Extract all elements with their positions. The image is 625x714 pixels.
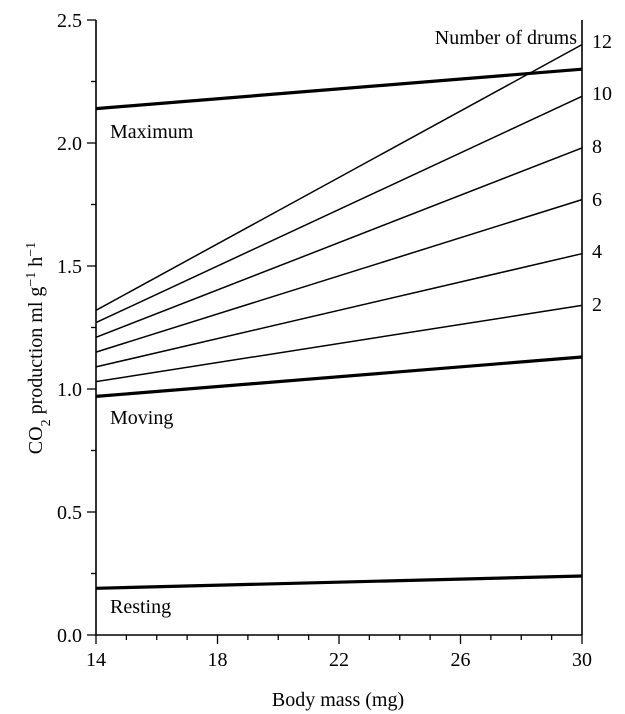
x-tick-label: 26	[451, 649, 471, 671]
y-tick-label: 0.5	[57, 502, 82, 524]
labels: Maximum Moving Resting Number of drums 1…	[24, 27, 613, 711]
series-line-drums-12	[95, 43, 583, 311]
series-label-resting: Resting	[110, 596, 171, 618]
series-line-drums-10	[95, 95, 583, 324]
x-tick-label: 18	[208, 649, 228, 671]
y-axis-label: CO2 production ml g−1 h−1	[24, 242, 54, 454]
x-tick-label: 14	[86, 649, 106, 671]
series-label-maximum: Maximum	[110, 121, 194, 143]
drum-label-4: 4	[592, 241, 602, 263]
y-tick-label: 1.0	[57, 379, 82, 401]
series-line-drums-4	[95, 252, 583, 368]
y-axis-label-co: CO	[25, 426, 47, 454]
y-tick-label: 2.5	[57, 10, 82, 32]
drum-label-10: 10	[592, 83, 612, 105]
drum-label-6: 6	[592, 189, 602, 211]
number-of-drums-title: Number of drums	[435, 27, 577, 49]
axes: 0.0 0.5 1.0 1.5 2.0 2.5 14 18 22 26 30	[57, 10, 592, 671]
drum-label-12: 12	[592, 31, 612, 53]
y-axis-label-h: h	[25, 257, 47, 272]
y-tick-label: 2.0	[57, 133, 82, 155]
plot-lines	[95, 43, 583, 590]
series-label-moving: Moving	[110, 407, 173, 429]
y-axis-label-sub: 2	[39, 419, 54, 426]
y-tick-label: 0.0	[57, 625, 82, 647]
y-axis-label-sup2: −1	[24, 242, 39, 257]
x-tick-label: 22	[329, 649, 349, 671]
x-tick-label: 30	[572, 649, 592, 671]
y-axis-label-sup1: −1	[24, 272, 39, 287]
series-line-drums-2	[95, 304, 583, 383]
series-line-maximum	[95, 67, 583, 111]
series-line-moving	[95, 355, 583, 398]
drum-label-8: 8	[592, 136, 602, 158]
y-tick-label: 1.5	[57, 256, 82, 278]
series-line-drums-8	[95, 147, 583, 338]
series-line-drums-6	[95, 198, 583, 353]
drum-label-2: 2	[592, 294, 602, 316]
x-axis-label: Body mass (mg)	[272, 689, 404, 711]
y-axis-label-text: production ml g	[25, 287, 47, 420]
series-line-resting	[95, 574, 583, 590]
